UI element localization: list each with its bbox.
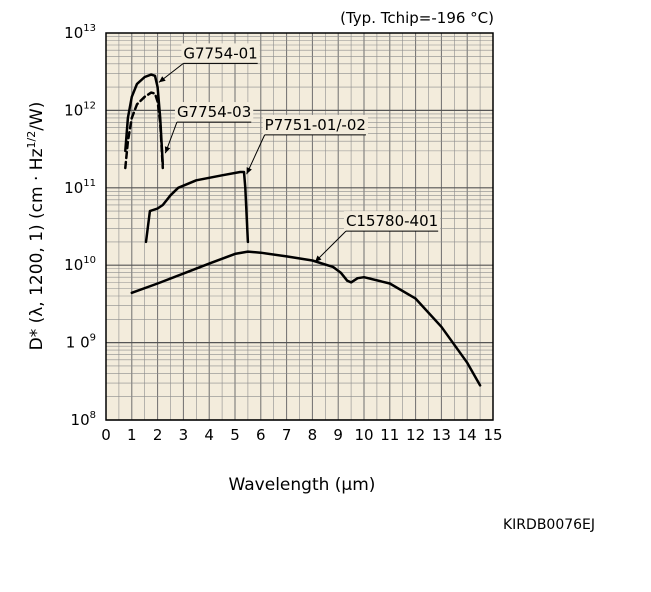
series-line	[130, 250, 482, 387]
series-label: C15780-401	[346, 212, 438, 230]
x-tick-label: 8	[308, 426, 318, 444]
series-line	[124, 73, 165, 166]
x-tick-label: 3	[179, 426, 189, 444]
series-leader-line	[246, 134, 266, 175]
y-tick-base: 10	[71, 411, 90, 429]
x-tick-label: 2	[153, 426, 163, 444]
series-leader-arrowhead	[314, 255, 322, 262]
y-tick-base: 10	[64, 101, 83, 119]
y-tick-exponent: 10	[83, 255, 96, 266]
series-leader-arrowhead	[158, 76, 166, 83]
y-axis-label-tail: /W)	[27, 102, 47, 131]
x-axis-label: Wavelength (μm)	[229, 475, 376, 495]
series-leader-line	[314, 230, 347, 263]
series-label: G7754-01	[183, 44, 257, 62]
y-tick-exponent: 11	[83, 178, 96, 189]
x-tick-labels: 0 1 2 3 4 5 6 7 8 9 10 11 12 13 14 15	[101, 426, 502, 444]
series-leader-arrowhead	[246, 167, 252, 175]
y-tick-label: 108	[71, 410, 96, 429]
x-tick-label: 6	[256, 426, 266, 444]
series-label: P7751-01/-02	[265, 116, 366, 134]
x-tick-label: 0	[101, 426, 111, 444]
y-axis-label: D* (λ, 1200, 1) (cm · Hz1/2/W)	[25, 102, 47, 351]
y-tick-label: 1011	[64, 178, 96, 197]
x-tick-label: 12	[406, 426, 425, 444]
y-tick-exponent: 9	[90, 333, 96, 344]
y-tick-base: 1 0	[66, 334, 90, 352]
series-label: G7754-03	[177, 103, 251, 121]
x-tick-label: 1	[127, 426, 137, 444]
y-tick-base: 10	[64, 256, 83, 274]
x-tick-label: 5	[230, 426, 240, 444]
x-tick-label: 14	[458, 426, 477, 444]
figure-code: KIRDB0076EJ	[503, 517, 596, 533]
y-axis-label-main: D* (λ, 1200, 1) (cm · Hz	[27, 148, 47, 350]
x-tick-label: 4	[204, 426, 214, 444]
y-tick-label: 1010	[64, 255, 96, 274]
x-tick-label: 11	[380, 426, 399, 444]
x-tick-label: 10	[354, 426, 373, 444]
series-label-background	[343, 211, 441, 232]
condition-note: (Typ. Tchip=-196 °C)	[340, 9, 494, 27]
series-label-background	[262, 114, 368, 135]
series-line	[124, 91, 165, 170]
plot-frame	[105, 32, 494, 421]
x-tick-label: 15	[483, 426, 502, 444]
series-layer	[124, 73, 482, 387]
series-leader-arrowhead	[164, 146, 171, 154]
x-tick-label: 9	[333, 426, 343, 444]
series-label-background	[174, 102, 254, 123]
y-tick-base: 10	[64, 179, 83, 197]
y-axis-label-sup: 1/2	[25, 131, 38, 149]
series-labels: G7754-01 G7754-03 P7751-01/-02 C15780-401	[158, 43, 441, 263]
x-tick-label: 7	[282, 426, 292, 444]
y-tick-exponent: 8	[90, 410, 96, 421]
series-line	[144, 170, 250, 244]
y-tick-exponent: 12	[83, 100, 96, 111]
y-tick-label: 1013	[64, 23, 96, 42]
y-tick-label: 1012	[64, 100, 96, 119]
y-tick-base: 10	[64, 24, 83, 42]
x-tick-label: 13	[432, 426, 451, 444]
series-label-background	[181, 43, 260, 64]
y-tick-exponent: 13	[83, 23, 96, 34]
y-tick-label: 1 09	[66, 333, 96, 352]
